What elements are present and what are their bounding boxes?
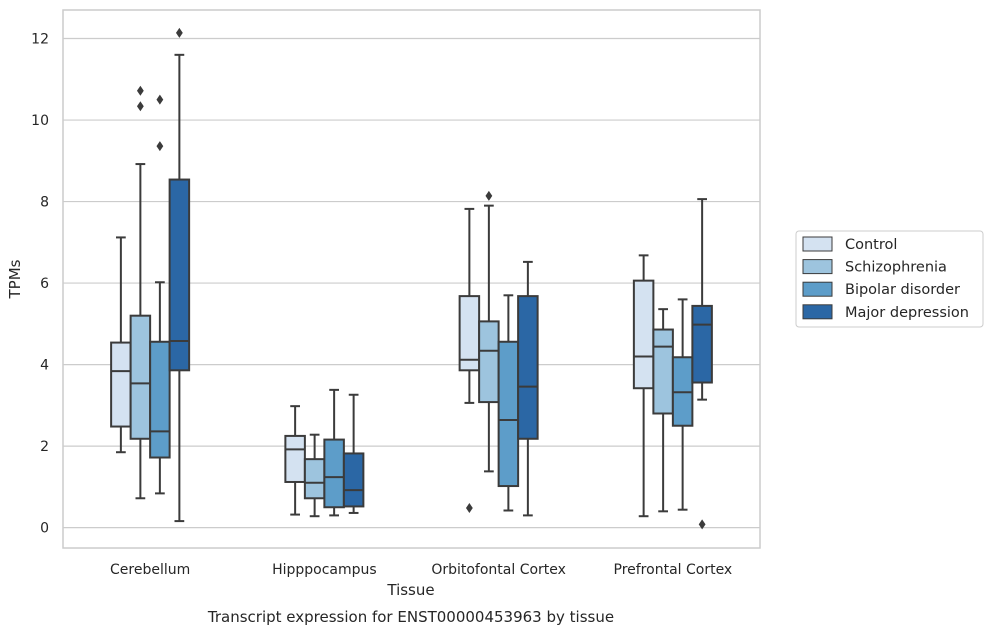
y-axis-ticks: 0 2 4 6 8 10 12 xyxy=(31,32,49,537)
box-1-3 xyxy=(652,308,674,513)
legend-label-0: Control xyxy=(845,237,897,253)
x-tick-label: Orbitofontal Cortex xyxy=(431,562,566,578)
outlier-point xyxy=(175,27,183,38)
box-body xyxy=(323,438,345,509)
box-body xyxy=(129,314,152,440)
legend-label-2: Bipolar disorder xyxy=(845,282,960,298)
box-body xyxy=(342,452,365,508)
y-axis-label: TPMs xyxy=(6,259,24,299)
box-3-3 xyxy=(691,198,713,530)
outlier-point xyxy=(485,190,493,201)
x-tick-label: Prefrontal Cortex xyxy=(614,562,733,578)
chart-caption: Transcript expression for ENST0000045396… xyxy=(207,608,614,626)
box-3-1 xyxy=(342,393,365,514)
box-body xyxy=(303,458,326,500)
box-1-0 xyxy=(129,85,152,500)
legend: Control Schizophrenia Bipolar disorder Majo… xyxy=(795,230,984,328)
box-0-0 xyxy=(110,236,132,454)
outlier-point xyxy=(156,94,164,105)
outlier-point xyxy=(136,85,144,96)
box-body xyxy=(497,340,520,488)
plot-frame xyxy=(62,9,761,549)
box-2-1 xyxy=(323,388,345,517)
y-tick-label: 6 xyxy=(40,276,49,292)
outlier-point xyxy=(465,503,473,514)
box-body xyxy=(149,340,171,459)
box-body xyxy=(168,178,191,372)
legend-label-1: Schizophrenia xyxy=(845,260,947,276)
box-1-1 xyxy=(303,433,326,518)
box-3-2 xyxy=(517,260,539,517)
outlier-point xyxy=(136,101,144,112)
box-1-2 xyxy=(478,190,500,473)
legend-swatch-1 xyxy=(802,259,833,275)
y-tick-label: 2 xyxy=(40,439,49,455)
y-tick-label: 10 xyxy=(31,113,49,129)
box-3-0 xyxy=(168,27,191,523)
y-tick-label: 12 xyxy=(31,32,49,48)
outlier-point xyxy=(156,141,164,152)
legend-frame xyxy=(795,230,984,328)
x-axis-label: Tissue xyxy=(386,581,434,599)
y-tick-label: 8 xyxy=(40,195,49,211)
box-body xyxy=(691,304,713,384)
box-body xyxy=(632,279,655,390)
box-0-2 xyxy=(458,207,481,514)
box-0-3 xyxy=(632,254,655,518)
x-tick-label: Cerebellum xyxy=(110,562,190,578)
legend-swatch-0 xyxy=(802,236,833,252)
box-series xyxy=(110,27,713,530)
x-axis-ticks: Cerebellum Hipppocampus Orbitofontal Corte… xyxy=(110,562,732,578)
box-body xyxy=(284,434,306,483)
y-tick-label: 4 xyxy=(40,358,49,374)
legend-swatch-2 xyxy=(802,281,833,297)
box-2-0 xyxy=(149,94,171,495)
box-0-1 xyxy=(284,405,306,516)
legend-label-3: Major depression xyxy=(845,305,969,321)
box-2-3 xyxy=(671,298,694,511)
y-tick-label: 0 xyxy=(40,521,49,537)
box-2-2 xyxy=(497,294,520,512)
box-body xyxy=(478,320,500,404)
box-body xyxy=(652,328,674,415)
x-tick-label: Hipppocampus xyxy=(272,562,377,578)
outlier-point xyxy=(698,519,706,530)
box-body xyxy=(110,341,132,428)
box-body xyxy=(517,295,539,440)
legend-swatch-3 xyxy=(802,304,833,320)
